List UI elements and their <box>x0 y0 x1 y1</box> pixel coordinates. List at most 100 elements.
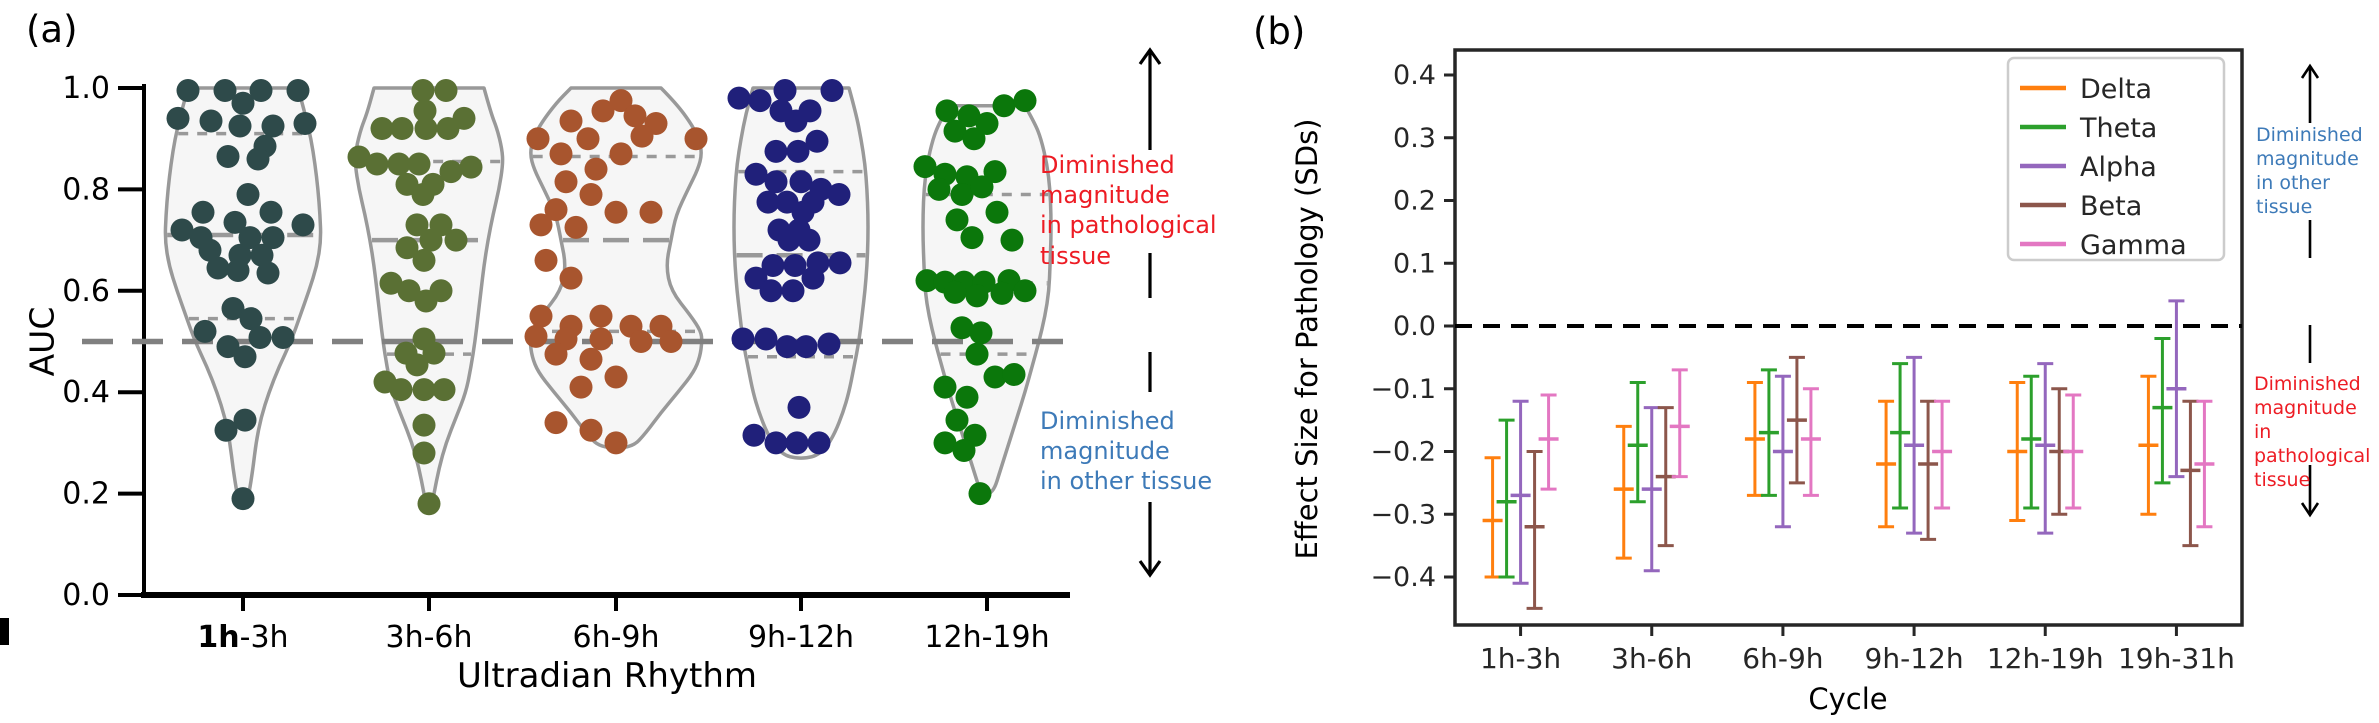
data-point <box>405 353 429 377</box>
data-point <box>773 79 797 103</box>
violin-6h-9h <box>528 86 704 450</box>
data-point <box>206 256 230 280</box>
violin-dots-9h-12h <box>727 79 852 455</box>
data-point <box>250 243 274 267</box>
panel-b-annotation-other: Diminished magnitude in other tissue <box>2256 124 2363 218</box>
data-point <box>529 304 553 328</box>
data-point <box>216 144 240 168</box>
data-point <box>549 142 573 166</box>
data-point <box>529 213 553 237</box>
data-point <box>913 155 937 179</box>
legend-label-theta: Theta <box>2079 113 2157 144</box>
data-point <box>544 342 568 366</box>
data-point <box>246 147 270 171</box>
data-point <box>233 408 257 432</box>
panel-b-annotation-arrows <box>2300 63 2320 518</box>
panel-a-annotation-other: Diminished magnitude in other tissue <box>1040 407 1213 496</box>
panel-a-xlabel: Ultradian Rhythm <box>457 656 757 696</box>
data-point <box>985 200 1009 224</box>
panel-a-plot: 1.00.80.60.40.20.01h-3h 3h-6h 6h-9h 9h-12h 1… <box>0 47 1162 655</box>
data-point <box>623 104 647 128</box>
violin-dots-12h-19h <box>913 89 1037 506</box>
panel-a-tag: (a) <box>26 8 78 51</box>
panel-b-ytick-label: −0.3 <box>1370 499 1436 530</box>
data-point <box>422 341 446 365</box>
data-point <box>526 127 550 151</box>
data-point <box>379 271 403 295</box>
data-point <box>444 228 468 252</box>
data-point <box>748 89 772 113</box>
data-point <box>434 79 458 103</box>
panel-b-xtick-label: 1h-3h <box>1480 642 1561 675</box>
panel-a-ytick-label: 0.4 <box>62 375 110 410</box>
panel-a-xticks: 1h-3h 3h-6h 6h-9h 9h-12h 12h-19h <box>197 595 1050 655</box>
data-point <box>764 170 788 194</box>
series-delta <box>1482 374 2159 579</box>
data-point <box>943 280 967 304</box>
legend-label-gamma: Gamma <box>2080 230 2187 261</box>
panel-a-annotation-pathological: Diminished magnitude in pathological tis… <box>1040 151 1217 270</box>
data-point <box>775 335 799 359</box>
data-point <box>604 431 628 455</box>
data-point <box>604 365 628 389</box>
panel-a-xtick-label: 6h-9h <box>572 620 659 655</box>
data-point <box>412 441 436 465</box>
data-point <box>166 106 190 130</box>
data-point <box>727 86 751 110</box>
data-point <box>965 342 989 366</box>
data-point <box>370 117 394 141</box>
data-point <box>969 321 993 345</box>
data-point <box>630 124 654 148</box>
panel-b-ytick-label: −0.2 <box>1370 437 1436 468</box>
panel-a-ytick-label: 0.2 <box>62 477 110 512</box>
data-point <box>584 157 608 181</box>
data-point <box>828 251 852 275</box>
data-point <box>397 279 421 303</box>
data-point <box>405 213 429 237</box>
data-point <box>432 378 456 402</box>
data-point <box>639 200 663 224</box>
panel-a-xtick-label: 12h-19h <box>924 620 1049 655</box>
data-point <box>226 259 250 283</box>
panel-b-tag: (b) <box>1253 10 1306 53</box>
data-point <box>419 228 443 252</box>
data-point <box>952 439 976 463</box>
data-point <box>191 200 215 224</box>
data-point <box>609 89 633 113</box>
data-point <box>1000 228 1024 252</box>
data-point <box>943 119 967 143</box>
data-point <box>777 228 801 252</box>
data-point <box>945 408 969 432</box>
data-point <box>629 330 653 353</box>
data-point <box>744 266 768 290</box>
data-point <box>781 279 805 303</box>
violin-dots-3h-6h <box>347 79 483 516</box>
panel-a-ytick-label: 0.0 <box>62 578 110 613</box>
data-point <box>248 325 272 349</box>
data-point <box>659 330 683 353</box>
violin-1h-3h <box>163 86 323 509</box>
data-point <box>347 145 371 169</box>
data-point <box>228 114 252 138</box>
data-point <box>256 261 280 285</box>
data-point <box>817 332 841 356</box>
panel-a-ytick-label: 1.0 <box>62 71 110 106</box>
panel-b-xticks: 1h-3h 3h-6h 6h-9h 9h-12h 12h-19h 19h-31h <box>1480 625 2235 675</box>
panel-b-ytick-label: −0.4 <box>1370 562 1436 593</box>
violin-dots-1h-3h <box>166 79 317 511</box>
data-point <box>293 111 317 135</box>
data-point <box>579 182 603 206</box>
series-beta <box>1524 355 2201 610</box>
data-point <box>213 79 237 103</box>
data-point <box>524 324 548 348</box>
panel-a-ylabel: AUC <box>22 306 62 377</box>
data-point <box>820 79 844 103</box>
data-point <box>238 226 262 250</box>
data-point <box>534 248 558 272</box>
data-point <box>1002 362 1026 386</box>
panel-b-ytick-label: −0.1 <box>1370 374 1436 405</box>
data-point <box>731 327 755 351</box>
data-point <box>609 142 633 166</box>
data-point <box>933 431 957 455</box>
